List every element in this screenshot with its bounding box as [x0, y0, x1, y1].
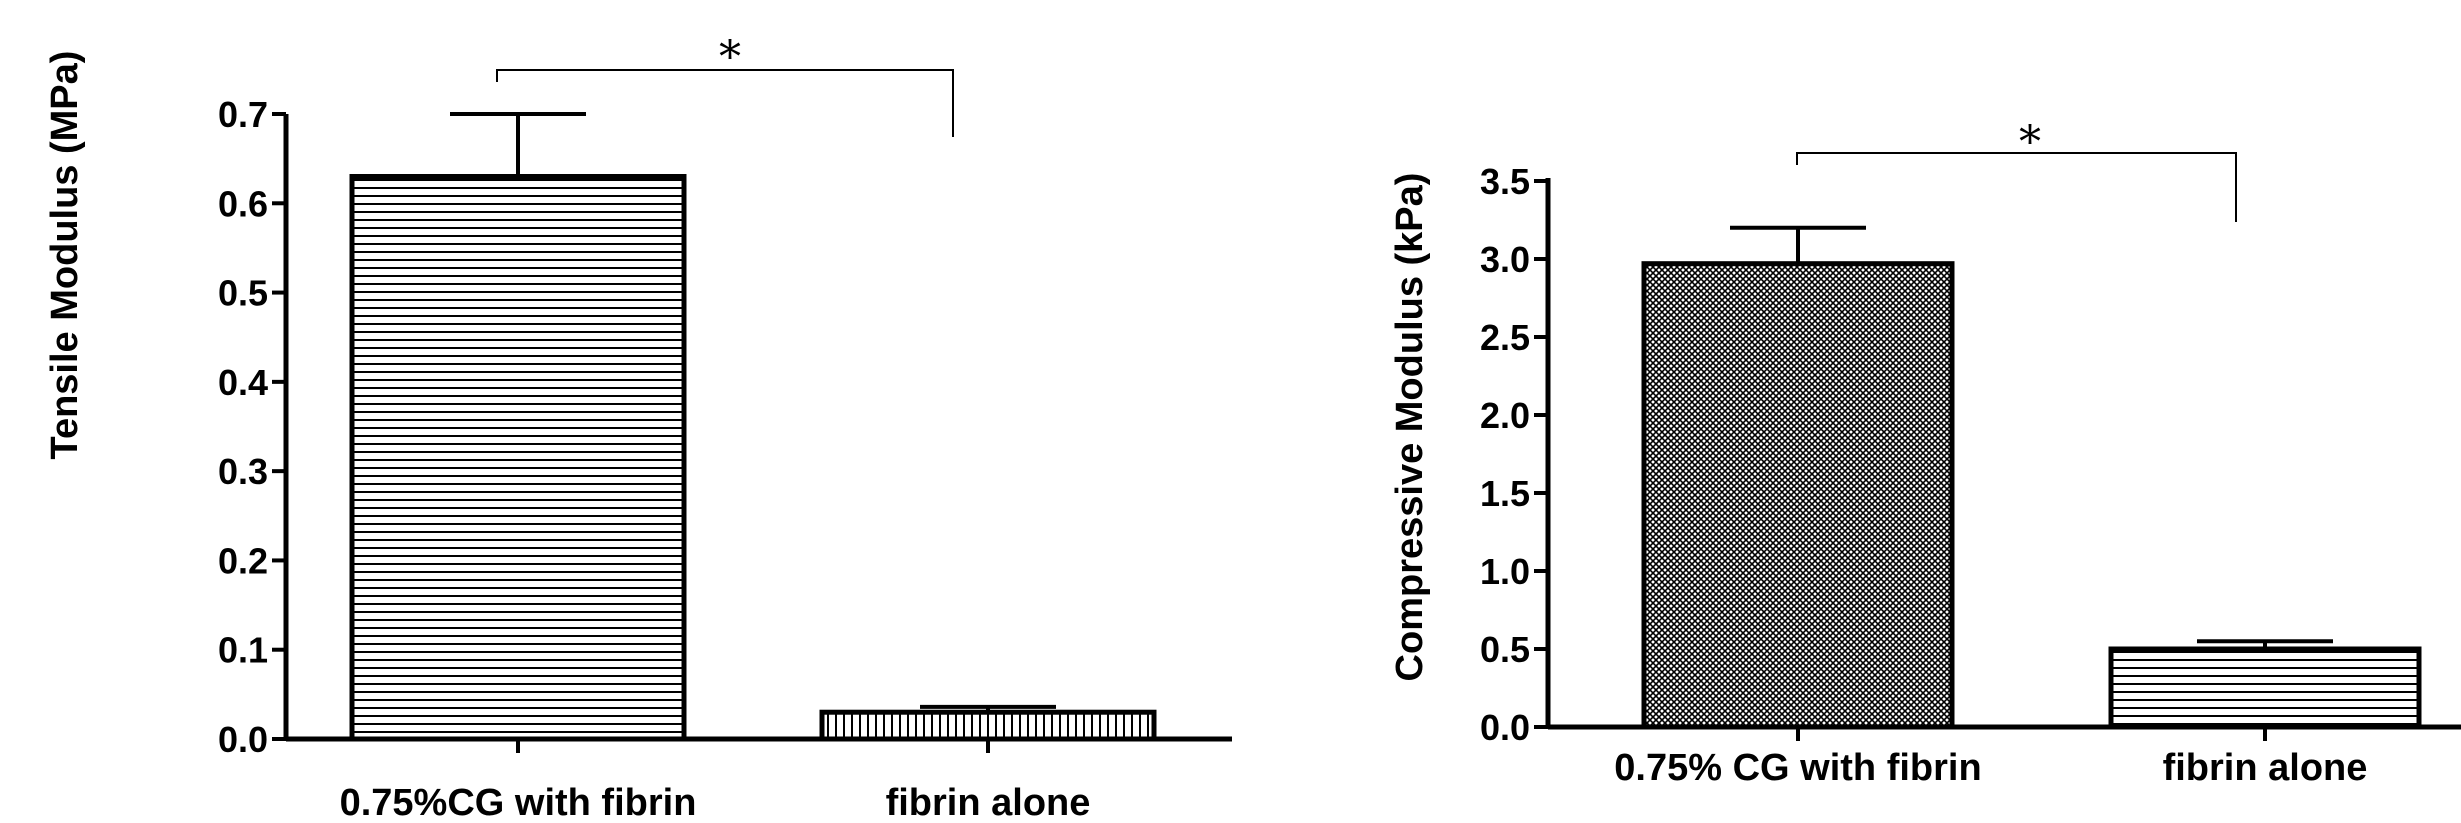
significance-star: *	[719, 32, 741, 83]
y-tick-label: 0.2	[218, 540, 268, 581]
y-tick-label: 3.0	[1480, 239, 1530, 280]
bars	[1641, 225, 2422, 741]
bars	[349, 112, 1157, 753]
y-axis-label: Tensile Modulus (MPa)	[44, 51, 86, 460]
y-tick-label: 2.5	[1480, 317, 1530, 358]
x-tick-label: fibrin alone	[886, 782, 1091, 823]
y-tick-label: 3.5	[1480, 161, 1530, 202]
significance-bracket	[496, 69, 954, 137]
y-tick-label: 1.5	[1480, 473, 1530, 514]
y-tick-label: 0.5	[218, 273, 268, 314]
y-axis-label: Compressive Modulus (kPa)	[1389, 173, 1431, 682]
tensile-modulus-chart: Tensile Modulus (MPa) 0.0 0.1 0.2 0.3 0.4 0.5…	[44, 32, 1232, 823]
y-tick-label: 0.5	[1480, 629, 1530, 670]
significance-bracket	[1796, 152, 2237, 222]
y-axis: 0.0 0.1 0.2 0.3 0.4 0.5 0.6 0.7	[218, 94, 286, 760]
y-tick-label: 0.0	[1480, 707, 1530, 748]
bar	[1641, 261, 1955, 730]
bar	[819, 709, 1157, 742]
bar	[2108, 646, 2422, 730]
y-tick-label: 0.4	[218, 362, 268, 403]
y-axis: 0.0 0.5 1.0 1.5 2.0 2.5 3.0 3.5	[1480, 161, 1548, 748]
x-tick-label: 0.75%CG with fibrin	[340, 782, 697, 823]
y-tick-label: 0.6	[218, 183, 268, 224]
significance-star: *	[2019, 117, 2041, 168]
y-tick-label: 2.0	[1480, 395, 1530, 436]
bar	[349, 174, 687, 742]
compressive-modulus-chart: Compressive Modulus (kPa) 0.0 0.5 1.0 1.5 2.…	[1389, 117, 2461, 789]
x-tick-label: fibrin alone	[2163, 747, 2368, 789]
y-tick-label: 1.0	[1480, 551, 1530, 592]
y-tick-label: 0.1	[218, 630, 268, 671]
y-tick-label: 0.0	[218, 719, 268, 760]
y-tick-label: 0.7	[218, 94, 268, 135]
x-tick-label: 0.75% CG with fibrin	[1614, 747, 1981, 789]
y-tick-label: 0.3	[218, 451, 268, 492]
